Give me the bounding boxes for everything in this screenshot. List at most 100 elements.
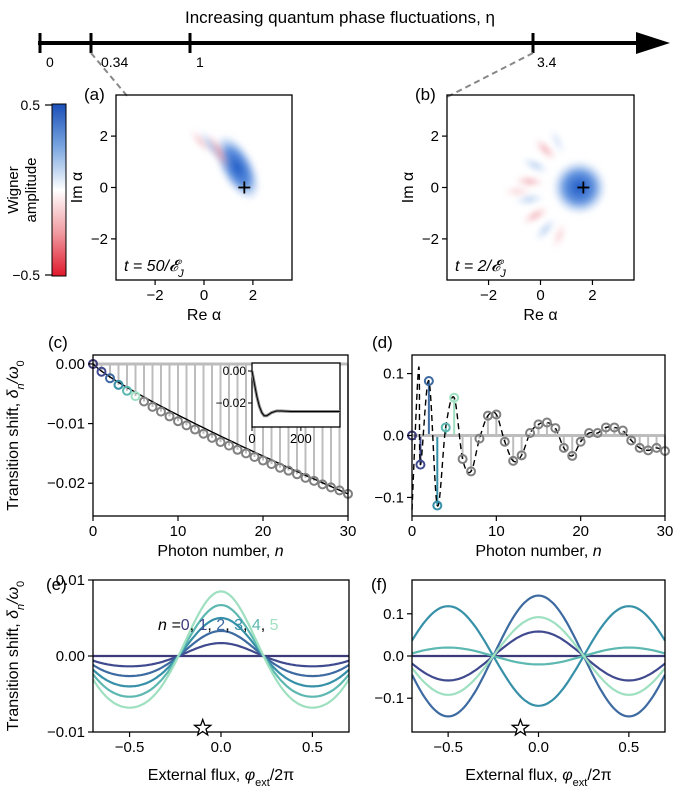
data-point (215, 437, 226, 448)
x-axis-label: Re α (523, 307, 557, 324)
data-point (317, 479, 328, 490)
x-tick-label: 20 (255, 523, 272, 540)
series-line-n2 (93, 629, 349, 678)
x-tick-label: 0 (536, 287, 544, 304)
y-tick-label: 0.1 (383, 606, 404, 623)
y-axis-label: Transition shift, δn/ω0 (5, 581, 27, 731)
data-point (499, 436, 510, 447)
inset-curve (251, 370, 340, 417)
y-tick-label: −0.1 (374, 489, 404, 506)
y-tick-label: −0.01 (47, 724, 85, 741)
y-tick-label: −0.01 (47, 416, 85, 433)
data-point (575, 436, 586, 447)
y-tick-label: 0.00 (56, 356, 85, 373)
panel-a: −2 0 2 2 0 −2 (a) Re α Im α t = 50/𝓔J (69, 85, 293, 324)
data-point (651, 442, 662, 453)
x-axis-label: Photon number, n (475, 543, 601, 560)
wigner-fringe-5 (534, 217, 557, 242)
wigner-fringe-red-2 (189, 128, 212, 155)
header: Increasing quantum phase fluctuations, η… (38, 8, 670, 98)
y-tick-label: 0.0 (383, 648, 404, 665)
panel-label: (d) (372, 333, 393, 352)
data-point (558, 442, 569, 453)
data-point (122, 385, 132, 396)
panel-label: (f) (371, 575, 387, 594)
y-tick-label: −0.1 (374, 690, 404, 707)
panel-e: −0.5 0.0 0.5 0.01 0.00 −0.01 (e) External flux,… (5, 572, 350, 788)
data-point (415, 459, 426, 470)
data-point (224, 440, 234, 451)
data-point (626, 435, 637, 446)
data-point (241, 448, 251, 459)
y-tick-label: −2 (422, 231, 439, 248)
colorbar-gradient (51, 103, 67, 277)
x-tick-label: −0.5 (433, 739, 463, 756)
data-point (181, 420, 192, 431)
data-point (617, 425, 628, 436)
panel-f: −0.5 0.0 0.5 0.1 0.0 −0.1 (f) External flux, φe… (371, 575, 666, 788)
colorbar: 0.5 −0.5 Wigner amplitude (5, 97, 67, 283)
data-point (232, 444, 243, 455)
series-line-n2 (412, 594, 665, 718)
x-axis-label: Re α (187, 307, 221, 324)
data-point (643, 445, 654, 456)
x-tick-label: 20 (572, 523, 589, 540)
data-point (147, 401, 158, 412)
star-marker (192, 717, 213, 737)
wigner-map (502, 127, 607, 250)
data-point (300, 472, 311, 483)
y-tick-label: 0 (100, 180, 108, 197)
y-tick-label: 0.01 (56, 572, 85, 589)
time-label: t = 2/𝓔J (455, 258, 506, 280)
data-point (156, 406, 166, 417)
x-tick-label: 10 (170, 523, 187, 540)
y-tick-label: 0 (431, 180, 439, 197)
data-point (139, 396, 149, 407)
data-point (491, 409, 502, 420)
inset-x-tick-label: 0 (248, 431, 255, 446)
panel-label: (a) (84, 85, 105, 104)
legend: n =0, 1, 2, 3, 4, 5 (158, 617, 279, 634)
data-point (474, 433, 485, 444)
wigner-map (189, 128, 260, 201)
x-tick-label: 0 (408, 523, 416, 540)
axes-frame (115, 94, 293, 281)
x-tick-label: 10 (488, 523, 505, 540)
x-axis-label: External flux, φext/2π (148, 767, 294, 788)
y-tick-label: −0.02 (47, 475, 85, 492)
wigner-fringe-2 (514, 176, 545, 187)
panel-label: (e) (46, 575, 67, 594)
wigner-fringe-blue (198, 128, 223, 163)
colorbar-max: 0.5 (21, 97, 41, 113)
y-tick-label: 0.1 (383, 366, 404, 383)
data-point (105, 373, 115, 384)
data-point (516, 450, 527, 461)
x-axis-label: Photon number, n (157, 543, 283, 560)
header-tick-label-34: 3.4 (537, 54, 557, 70)
data-point (292, 469, 302, 480)
data-point (275, 462, 285, 473)
inset-y-tick-label: −0.02 (216, 396, 247, 410)
data-point (113, 379, 124, 390)
time-label: t = 50/𝓔J (124, 258, 184, 280)
header-tick-label-1: 1 (196, 54, 204, 70)
data-point (309, 475, 319, 486)
zoom-line-b (446, 52, 534, 98)
panel-b: −2 0 2 2 0 −2 (b) Re α Im α t = 2/𝓔J (400, 85, 635, 324)
x-tick-label: 0.0 (211, 739, 232, 756)
data-point (525, 428, 536, 439)
wigner-blob-main (214, 134, 260, 201)
header-arrow-head (636, 32, 670, 54)
data-point (258, 455, 268, 466)
data-point (190, 424, 200, 435)
series-lines (412, 594, 665, 718)
wigner-fringe-7 (502, 186, 533, 197)
y-tick-label: 0.0 (383, 428, 404, 445)
data-point (541, 417, 552, 428)
y-tick-label: 2 (431, 128, 439, 145)
series-lines (93, 590, 349, 709)
series-line-n5 (412, 616, 665, 696)
series-line-n4 (412, 646, 665, 666)
data-point (326, 482, 336, 493)
